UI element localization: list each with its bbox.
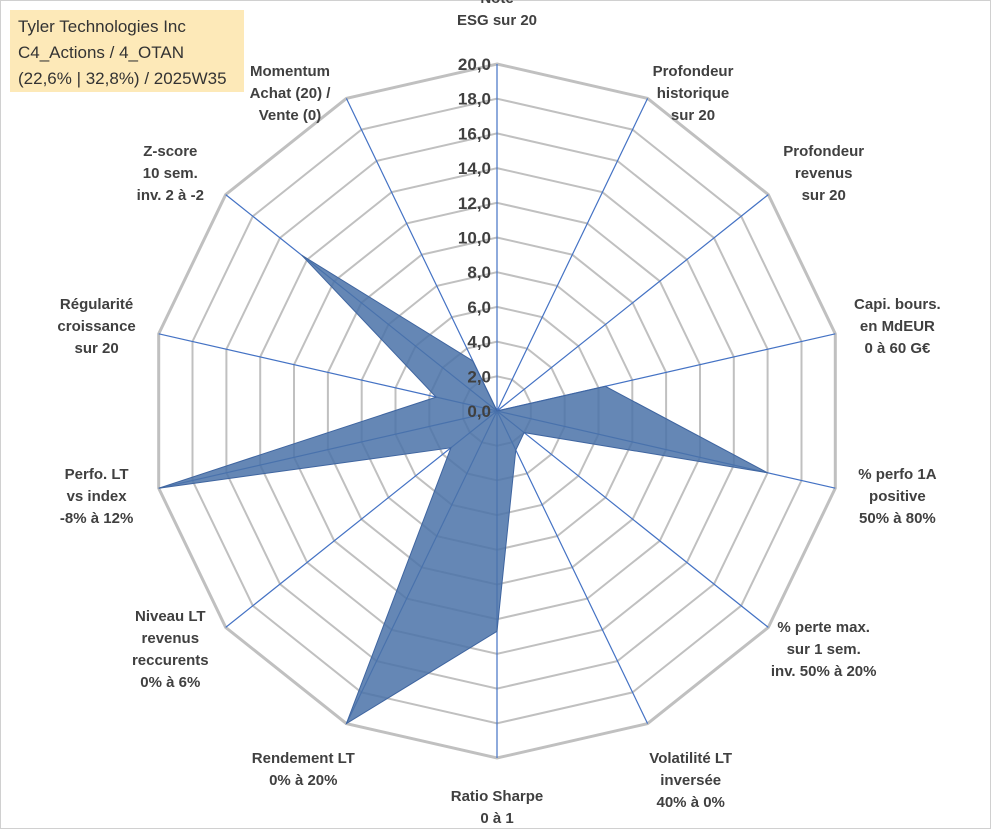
axis-label-line: 0 à 60 G€ [864,340,931,357]
axis-label-line: Profondeur [653,63,734,80]
axis-label-line: Régularité [60,296,133,313]
series-area-layer [158,254,768,725]
axis-label-line: 0% à 6% [140,674,200,691]
axis-label-line: sur 20 [802,187,846,204]
axis-label-line: revenus [142,630,200,647]
axis-label-line: Z-score [143,143,197,160]
axis-label-line: en MdEUR [860,318,935,335]
tick-label: 8,0 [467,263,491,282]
axis-label: Niveau LT revenus reccurents 0% à 6% [132,608,209,691]
axis-label: Momentum Achat (20) / Vente (0) [250,63,332,124]
axis-label-line: Profondeur [783,143,864,160]
axis-label: Profondeur historique sur 20 [653,63,734,124]
tick-label: 0,0 [467,402,491,421]
axis-label-line: % perfo 1A [858,466,937,483]
axis-label: Profondeur revenus sur 20 [783,143,864,204]
tick-label: 12,0 [458,194,491,213]
tick-label-layer: 0,0 2,0 4,0 6,0 8,0 10,0 12,0 14,0 16,0 18,0 20,0 [458,55,491,421]
spoke-2 [496,194,769,412]
axis-label-line: 10 sem. [143,165,198,182]
axis-label-line: Perfo. LT [65,466,129,483]
tick-label: 4,0 [467,333,491,352]
axis-label: Perfo. LT vs index -8% à 12% [60,466,133,527]
axis-label-line: inv. 50% à 20% [771,663,877,680]
axis-label: Note ESG sur 20 [457,0,537,29]
axis-label-line: Volatilité LT [649,750,732,767]
tick-label: 16,0 [458,124,491,143]
axis-label-line: Achat (20) / [250,85,332,102]
tick-label: 14,0 [458,159,491,178]
tick-label: 6,0 [467,298,491,317]
axis-label-line: Niveau LT [135,608,206,625]
axis-label-line: Ratio Sharpe [451,788,544,805]
axis-label-line: 50% à 80% [859,510,936,527]
axis-label-line: Vente (0) [259,107,322,124]
axis-label-line: -8% à 12% [60,510,133,527]
axis-label-line: croissance [57,318,135,335]
axis-label-line: 0% à 20% [269,772,337,789]
axis-label: Capi. bours. en MdEUR 0 à 60 G€ [854,296,941,357]
axis-label: Ratio Sharpe 0 à 1 [451,788,544,827]
axis-label: Régularité croissance sur 20 [57,296,135,357]
tick-label: 18,0 [458,90,491,109]
axis-label-line: vs index [67,488,128,505]
tick-label: 10,0 [458,229,491,248]
spoke-6 [496,410,649,724]
axis-label-line: sur 20 [671,107,715,124]
series-area [158,254,768,725]
axis-label-line: revenus [795,165,853,182]
axis-label-line: 40% à 0% [657,794,725,811]
info-box: Tyler Technologies Inc C4_Actions / 4_OT… [10,10,244,92]
axis-label-layer: Note ESG sur 20 Profondeur historique sur 20… [57,0,940,827]
axis-label: Z-score 10 sem. inv. 2 à -2 [137,143,204,204]
axis-label-line: Rendement LT [252,750,355,767]
info-line-category: C4_Actions / 4_OTAN [18,43,184,62]
axis-label: Volatilité LT inversée 40% à 0% [649,750,732,811]
spoke-1 [496,98,649,412]
info-line-stats: (22,6% | 32,8%) / 2025W35 [18,69,227,88]
axis-label: % perte max. sur 1 sem. inv. 50% à 20% [771,619,877,680]
spoke-13 [345,98,498,412]
axis-label-line: historique [657,85,730,102]
info-line-company: Tyler Technologies Inc [18,17,186,36]
axis-label: % perfo 1A positive 50% à 80% [858,466,937,527]
axis-label-line: sur 1 sem. [787,641,861,658]
axis-label-line: inv. 2 à -2 [137,187,204,204]
axis-label: Rendement LT 0% à 20% [252,750,355,789]
axis-label-line: Momentum [250,63,330,80]
tick-label: 20,0 [458,55,491,74]
axis-label-line: % perte max. [777,619,870,636]
axis-label-line: inversée [660,772,721,789]
axis-label-line: Capi. bours. [854,296,941,313]
axis-label-line: 0 à 1 [480,810,513,827]
axis-label-line: positive [869,488,926,505]
axis-label-line: reccurents [132,652,209,669]
tick-label: 2,0 [467,367,491,386]
axis-label-line: sur 20 [74,340,118,357]
axis-label-line: ESG sur 20 [457,12,537,29]
axis-label-line: Note [480,0,513,7]
spoke-5 [496,410,769,628]
